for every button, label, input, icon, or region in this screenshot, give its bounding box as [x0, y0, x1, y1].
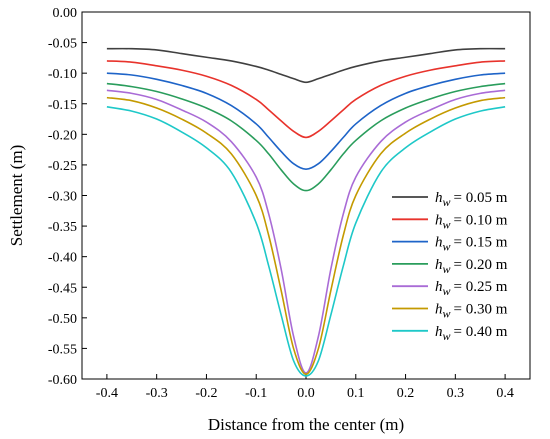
legend-entry: hw = 0.10 m — [435, 212, 508, 231]
legend-symbol: h — [435, 235, 443, 251]
legend-symbol: h — [435, 212, 443, 228]
legend-label: = 0.20 m — [454, 257, 508, 273]
legend-subscript: w — [443, 195, 451, 209]
legend: hw = 0.05 mhw = 0.10 mhw = 0.15 mhw = 0.20 m… — [392, 190, 508, 343]
legend-label: = 0.05 m — [454, 190, 508, 206]
legend-label: = 0.10 m — [454, 212, 508, 228]
series-line-6 — [106, 96, 506, 375]
legend-label: = 0.25 m — [454, 279, 508, 295]
legend-subscript: w — [443, 262, 451, 276]
x-tick-label: 0.4 — [496, 386, 514, 401]
y-tick-label: -0.25 — [48, 159, 77, 174]
legend-subscript: w — [443, 329, 451, 343]
series-line-2 — [106, 60, 506, 139]
y-tick-label: -0.40 — [48, 251, 77, 266]
legend-subscript: w — [443, 240, 451, 254]
y-tick-label: -0.55 — [48, 342, 77, 357]
legend-subscript: w — [443, 284, 451, 298]
legend-label: = 0.15 m — [454, 235, 508, 251]
y-tick-label: -0.45 — [48, 281, 77, 296]
legend-symbol: h — [435, 257, 443, 273]
series-line-7 — [106, 106, 506, 377]
y-tick-label: -0.20 — [48, 128, 77, 143]
x-tick-label: 0.1 — [347, 386, 365, 401]
x-tick-label: 0.2 — [397, 386, 415, 401]
legend-symbol: h — [435, 302, 443, 318]
y-axis-title: Settlement (m) — [7, 145, 26, 247]
legend-symbol: h — [435, 190, 443, 206]
x-axis: -0.4 -0.3 -0.2 -0.1 0.0 0.1 0.2 0.3 0.4 — [96, 374, 514, 401]
y-tick-label: -0.05 — [48, 37, 77, 52]
y-tick-label: -0.35 — [48, 220, 77, 235]
legend-entry: hw = 0.15 m — [435, 235, 508, 254]
series-line-4 — [106, 82, 506, 192]
legend-label: = 0.40 m — [454, 324, 508, 340]
legend-entry: hw = 0.20 m — [435, 257, 508, 276]
x-axis-title: Distance from the center (m) — [208, 415, 404, 434]
x-tick-label: -0.3 — [146, 386, 168, 401]
x-tick-label: -0.1 — [245, 386, 267, 401]
y-tick-label: -0.10 — [48, 67, 77, 82]
legend-entry: hw = 0.40 m — [435, 324, 508, 343]
legend-entry: hw = 0.25 m — [435, 279, 508, 298]
series-line-5 — [106, 89, 506, 374]
y-tick-label: -0.50 — [48, 312, 77, 327]
series-line-1 — [106, 47, 506, 84]
legend-entry: hw = 0.05 m — [435, 190, 508, 209]
legend-subscript: w — [443, 217, 451, 231]
series-line-3 — [106, 72, 506, 171]
y-tick-label: -0.60 — [48, 373, 77, 388]
legend-entry: hw = 0.30 m — [435, 302, 508, 321]
legend-subscript: w — [443, 307, 451, 321]
y-tick-label: -0.30 — [48, 190, 77, 205]
x-tick-label: -0.4 — [96, 386, 118, 401]
x-tick-label: -0.2 — [195, 386, 217, 401]
y-tick-label: -0.15 — [48, 98, 77, 113]
series-group — [106, 47, 506, 377]
x-tick-label: 0.0 — [297, 386, 315, 401]
legend-label: = 0.30 m — [454, 302, 508, 318]
y-axis: 0.00 -0.05 -0.10 -0.15 -0.20 -0.25 -0.30 -0.35 -… — [48, 6, 87, 388]
legend-symbol: h — [435, 279, 443, 295]
y-tick-label: 0.00 — [53, 6, 78, 21]
x-tick-label: 0.3 — [447, 386, 465, 401]
legend-symbol: h — [435, 324, 443, 340]
